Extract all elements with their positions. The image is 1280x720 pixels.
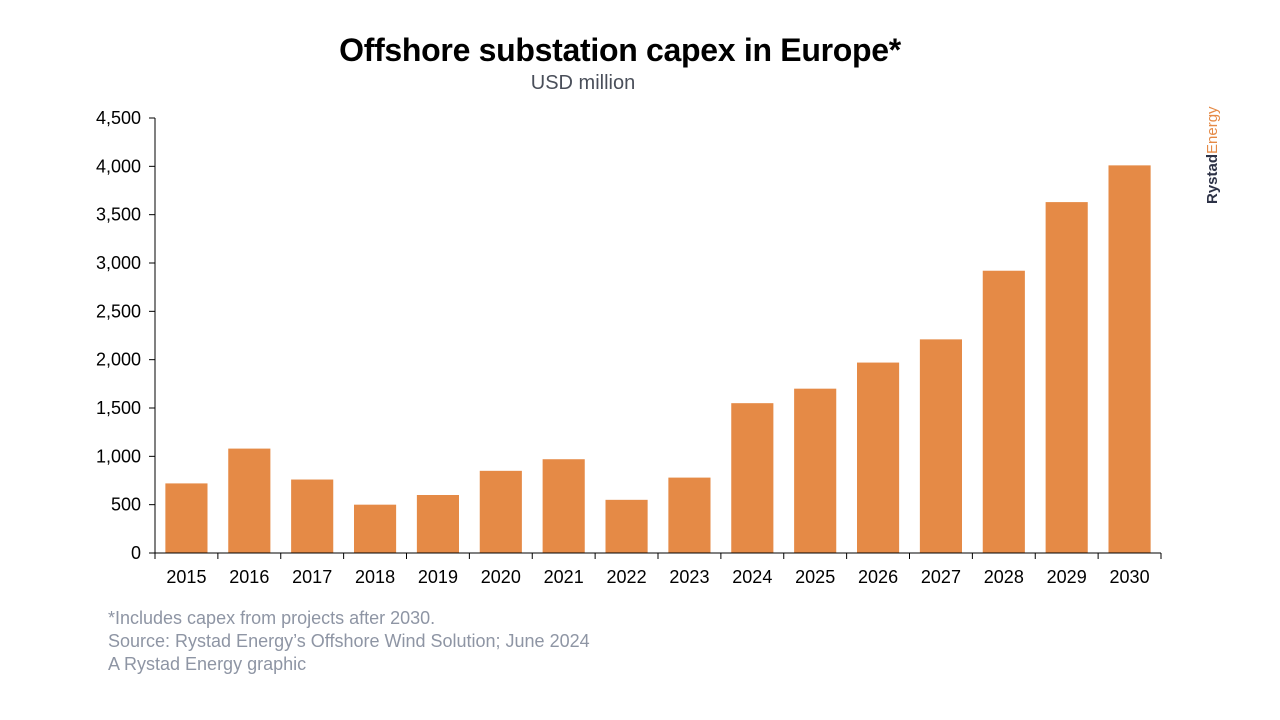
y-tick-label-3000: 3,000 (96, 253, 141, 273)
x-tick-label-2017: 2017 (292, 567, 332, 587)
bar-2021 (542, 459, 585, 553)
y-tick-label-1000: 1,000 (96, 446, 141, 466)
x-tick-label-2027: 2027 (921, 567, 961, 587)
y-tick-label-0: 0 (131, 543, 141, 563)
bar-2018 (354, 504, 397, 553)
x-tick-label-2023: 2023 (669, 567, 709, 587)
bar-2028 (982, 270, 1025, 553)
bar-2026 (857, 362, 900, 553)
x-tick-label-2028: 2028 (984, 567, 1024, 587)
footnote-note: *Includes capex from projects after 2030… (108, 608, 436, 628)
bar-2029 (1045, 202, 1088, 553)
chart-subtitle: USD million (530, 72, 636, 94)
x-tick-label-2025: 2025 (795, 567, 835, 587)
bar-2016 (228, 448, 271, 553)
x-tick-label-2018: 2018 (355, 567, 395, 587)
bar-2024 (731, 403, 774, 553)
chart-title: Offshore substation capex in Europe* (339, 32, 901, 68)
x-tick-label-2019: 2019 (418, 567, 458, 587)
rystad-energy-logo: RystadEnergy (1204, 106, 1221, 204)
axes-layer: 0 500 1,000 1,500 2,000 2,500 3,000 3,500 4,000 4… (96, 108, 1162, 587)
x-tick-label-2015: 2015 (166, 567, 206, 587)
y-tick-label-4000: 4,000 (96, 156, 141, 176)
x-tick-label-2020: 2020 (481, 567, 521, 587)
y-tick-label-2000: 2,000 (96, 350, 141, 370)
bar-2020 (479, 470, 522, 553)
x-tick-label-2016: 2016 (229, 567, 269, 587)
y-tick-label-500: 500 (111, 495, 141, 515)
bar-2023 (668, 477, 711, 553)
x-tick-label-2030: 2030 (1110, 567, 1150, 587)
x-tick-label-2021: 2021 (544, 567, 584, 587)
bars-layer (165, 165, 1151, 553)
bar-2027 (919, 339, 962, 553)
x-tick-label-2026: 2026 (858, 567, 898, 587)
bar-2030 (1108, 165, 1151, 553)
footnote-source: Source: Rystad Energy’s Offshore Wind So… (108, 631, 590, 651)
x-tick-label-2029: 2029 (1047, 567, 1087, 587)
x-tick-label-2022: 2022 (607, 567, 647, 587)
logo-part-energy: Energy (1204, 106, 1221, 154)
x-tick-label-2024: 2024 (732, 567, 772, 587)
logo-part-rystad: Rystad (1204, 153, 1221, 204)
y-tick-label-4500: 4,500 (96, 108, 141, 128)
y-tick-label-3500: 3,500 (96, 205, 141, 225)
bar-2015 (165, 483, 208, 553)
bar-2017 (291, 479, 334, 553)
bar-2019 (416, 495, 459, 553)
y-tick-label-1500: 1,500 (96, 398, 141, 418)
y-tick-label-2500: 2,500 (96, 301, 141, 321)
bar-2022 (605, 499, 648, 553)
footnote-credit: A Rystad Energy graphic (108, 654, 307, 674)
bar-2025 (794, 388, 837, 553)
